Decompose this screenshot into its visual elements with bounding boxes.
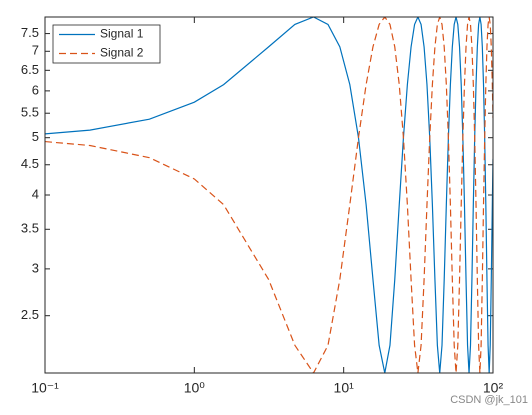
x-tick-label: 10⁰ xyxy=(184,380,206,396)
y-tick-label: 7 xyxy=(32,43,39,58)
y-tick-label: 4 xyxy=(32,186,39,201)
y-tick-label: 5.5 xyxy=(21,105,39,120)
y-tick-label: 6 xyxy=(32,82,39,97)
y-tick-label: 5 xyxy=(32,129,39,144)
legend-label: Signal 2 xyxy=(100,46,144,60)
x-tick-label: 10⁻¹ xyxy=(31,380,59,396)
y-tick-label: 6.5 xyxy=(21,62,39,77)
y-tick-label: 2.5 xyxy=(21,307,39,322)
data-line xyxy=(45,17,493,373)
x-tick-label: 10² xyxy=(483,380,504,396)
y-tick-label: 7.5 xyxy=(21,25,39,40)
legend-box xyxy=(52,24,161,64)
legend-label: Signal 1 xyxy=(100,27,144,41)
axes-box xyxy=(44,16,494,374)
x-tick-label: 10¹ xyxy=(334,380,355,396)
y-tick-label: 3 xyxy=(32,260,39,275)
watermark: CSDN @jk_101 xyxy=(450,394,528,406)
y-tick-label: 3.5 xyxy=(21,221,39,236)
y-tick-label: 4.5 xyxy=(21,156,39,171)
